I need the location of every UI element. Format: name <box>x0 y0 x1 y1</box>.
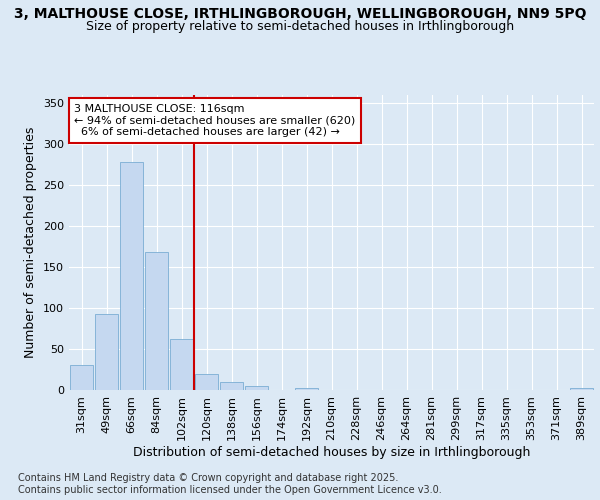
Y-axis label: Number of semi-detached properties: Number of semi-detached properties <box>25 127 37 358</box>
Text: 3, MALTHOUSE CLOSE, IRTHLINGBOROUGH, WELLINGBOROUGH, NN9 5PQ: 3, MALTHOUSE CLOSE, IRTHLINGBOROUGH, WEL… <box>14 8 586 22</box>
Text: 3 MALTHOUSE CLOSE: 116sqm
← 94% of semi-detached houses are smaller (620)
  6% o: 3 MALTHOUSE CLOSE: 116sqm ← 94% of semi-… <box>74 104 355 137</box>
Bar <box>145 252 168 390</box>
Text: Contains HM Land Registry data © Crown copyright and database right 2025.
Contai: Contains HM Land Registry data © Crown c… <box>18 474 442 495</box>
X-axis label: Distribution of semi-detached houses by size in Irthlingborough: Distribution of semi-detached houses by … <box>133 446 530 458</box>
Bar <box>70 366 93 390</box>
Bar <box>245 386 268 390</box>
Bar <box>220 382 243 390</box>
Bar <box>95 314 118 390</box>
Bar <box>570 388 593 390</box>
Bar <box>120 162 143 390</box>
Bar <box>170 339 193 390</box>
Text: Size of property relative to semi-detached houses in Irthlingborough: Size of property relative to semi-detach… <box>86 20 514 33</box>
Bar <box>195 374 218 390</box>
Bar <box>295 388 318 390</box>
